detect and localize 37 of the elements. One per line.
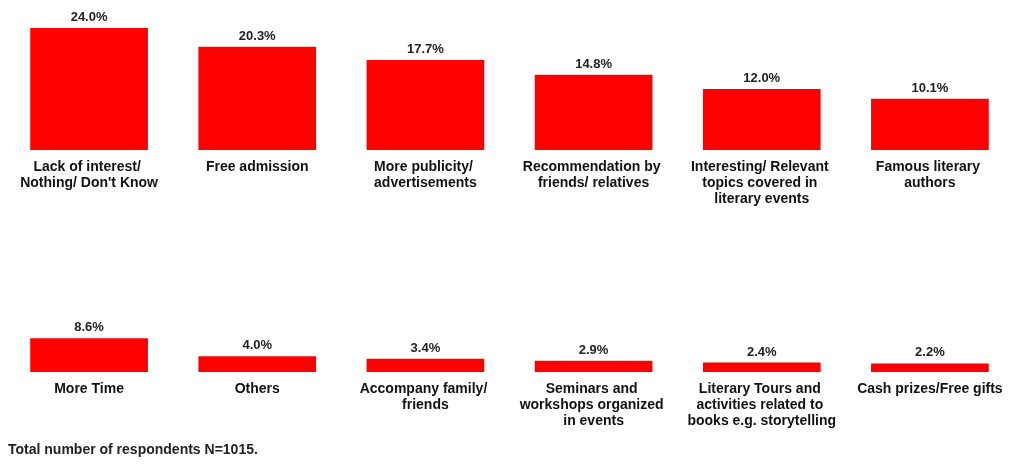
bar [871,98,989,150]
data-label: 2.4% [746,343,777,359]
data-label: 2.9% [578,341,609,357]
bar [198,356,317,372]
bar [702,362,821,372]
data-label: 14.8% [575,55,613,71]
data-label: 10.1% [911,79,949,95]
bar [534,74,653,150]
bar [30,338,148,372]
data-label: 17.7% [406,41,445,57]
bar [871,363,989,372]
x-tick-label: Literary Tours and activities related to books e.g. storytelling [687,380,837,428]
x-tick-label: Interesting/ Relevant topics covered in literary events [690,158,833,206]
bar [702,89,821,150]
x-tick-label: Others [234,380,281,396]
x-tick-label: Lack of interest/ Nothing/ Don't Know [20,158,159,190]
x-tick-label: Accompany family/ friends [359,380,492,412]
bar [366,358,485,372]
data-label: 12.0% [743,70,781,85]
data-label: 24.0% [70,9,108,24]
data-label: 4.0% [242,337,273,353]
x-tick-label: Free admission [205,158,309,174]
data-label: 8.6% [74,319,105,335]
x-tick-label: Recommendation by friends/ relatives [522,158,665,190]
bar [30,28,148,150]
data-label: 3.4% [410,339,441,355]
bar [198,46,317,150]
x-tick-label: Seminars and workshops organized in events [518,380,668,428]
bar [534,360,653,372]
x-tick-label: More Time [54,380,125,396]
bar [366,60,485,150]
text: Total number of respondents N=1015. [8,441,258,457]
x-tick-label: More publicity/ advertisements [374,158,477,190]
x-tick-label: Famous literary authors [875,158,984,190]
x-tick-label: Cash prizes/Free gifts [857,380,1003,396]
data-label: 2.2% [915,344,946,360]
data-label: 20.3% [238,27,277,43]
